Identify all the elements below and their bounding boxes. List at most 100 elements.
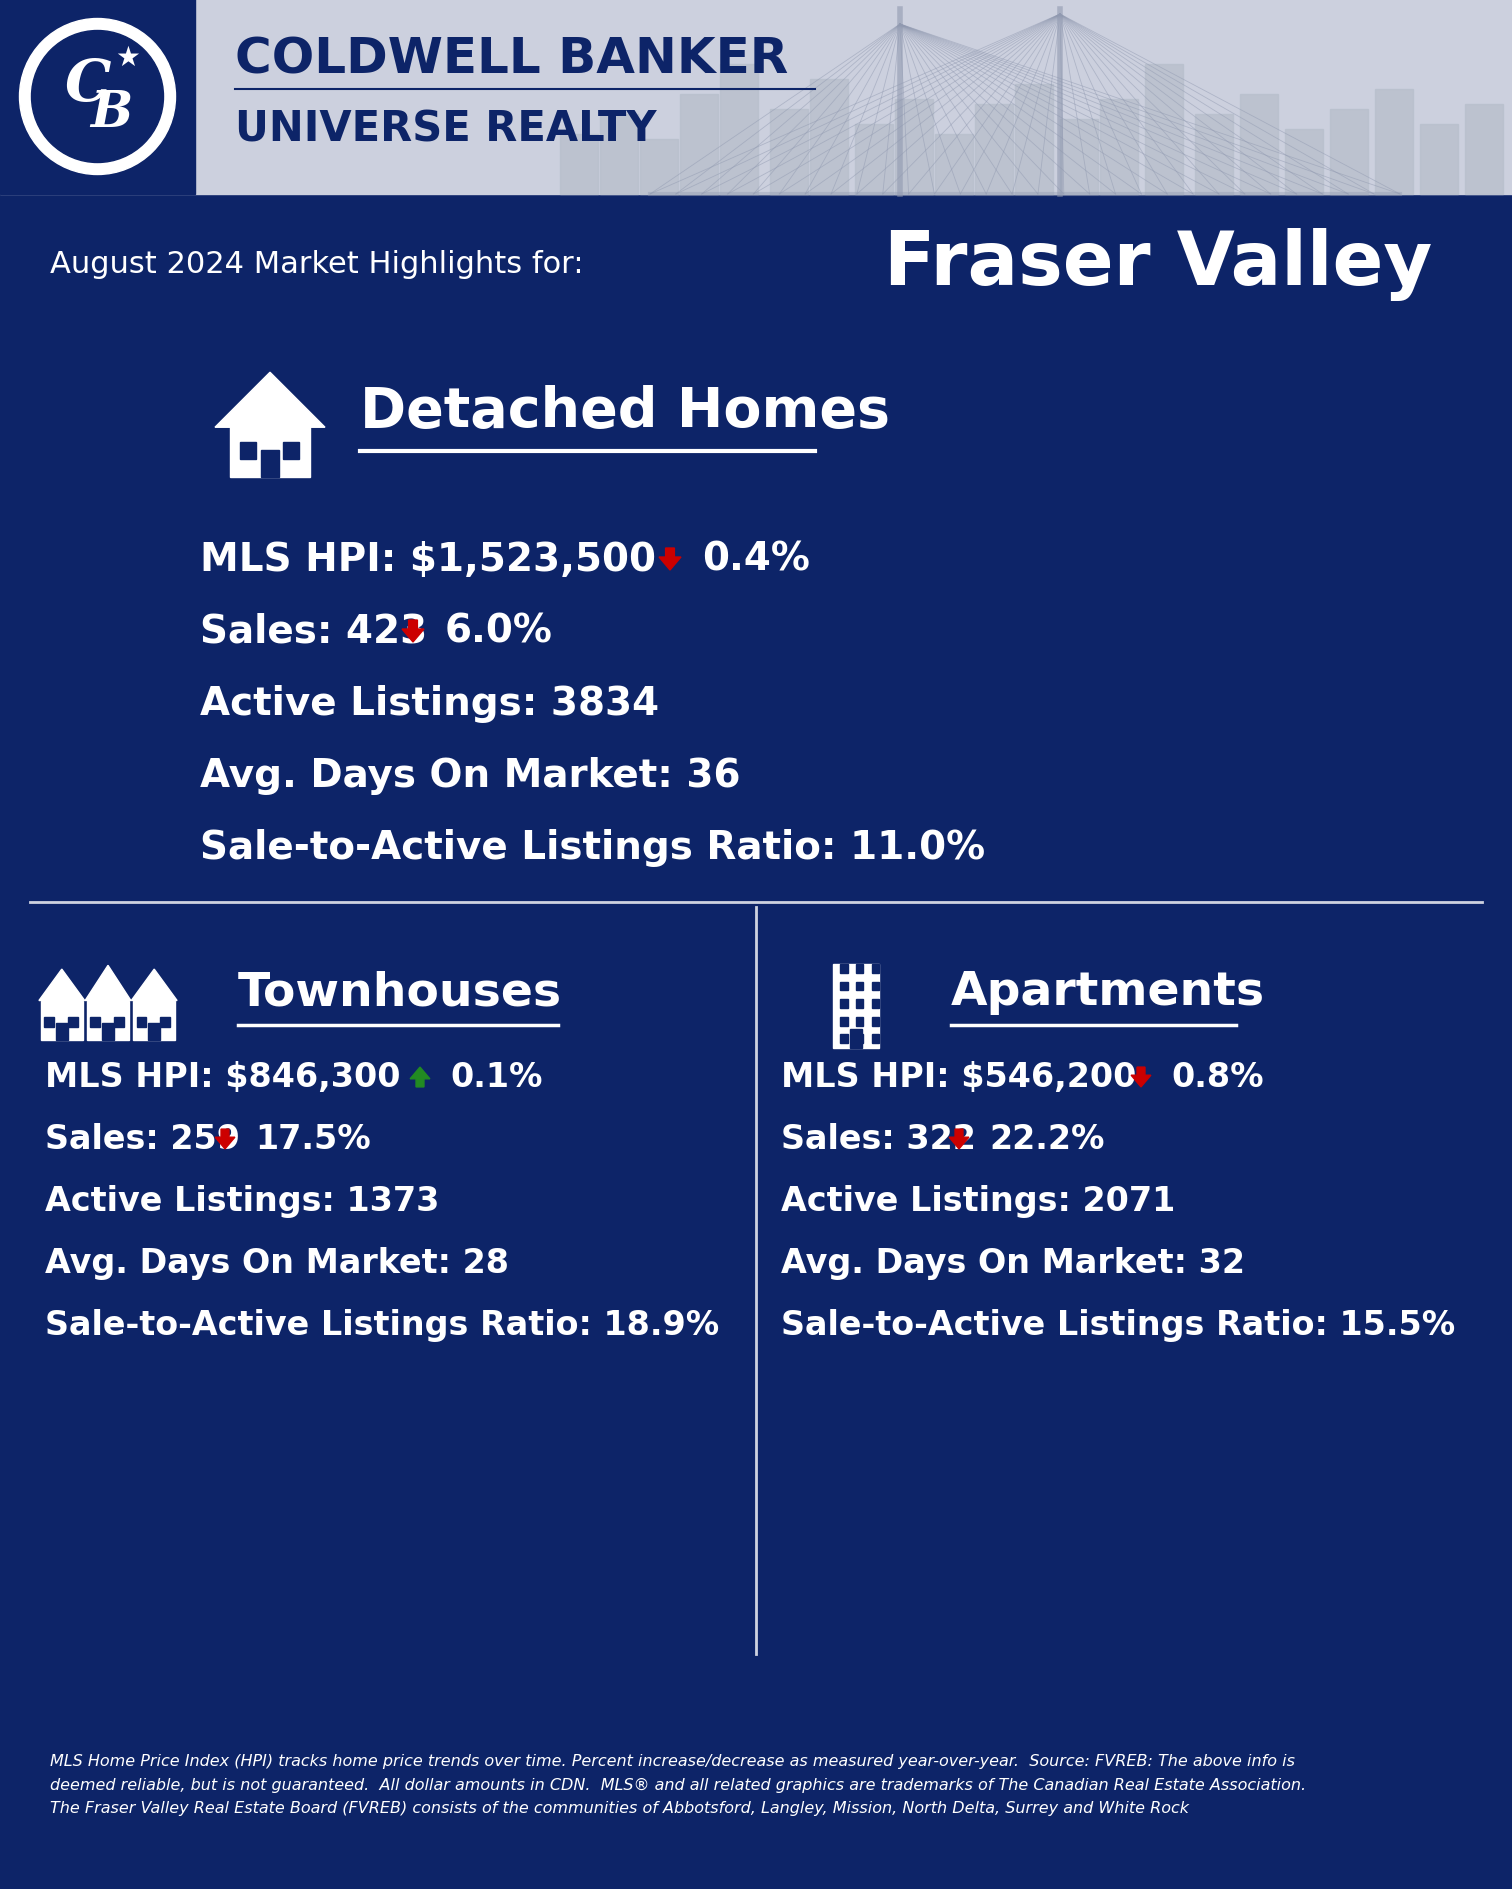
Bar (600, 115, 638, 195)
Bar (262, 451, 278, 478)
Bar (86, 1001, 129, 1041)
Text: Fraser Valley: Fraser Valley (883, 229, 1432, 302)
Bar (68, 1018, 77, 1028)
Text: Active Listings: 3834: Active Listings: 3834 (200, 684, 659, 723)
Text: Avg. Days On Market: 32: Avg. Days On Market: 32 (782, 1247, 1244, 1281)
Bar (856, 1018, 863, 1026)
Text: MLS HPI: $1,523,500: MLS HPI: $1,523,500 (200, 540, 656, 578)
Polygon shape (1131, 1067, 1151, 1088)
Bar (283, 442, 299, 459)
Bar (841, 1035, 848, 1043)
Bar (1465, 106, 1503, 195)
Bar (841, 999, 848, 1009)
Text: Detached Homes: Detached Homes (360, 385, 891, 438)
Text: Sales: 322: Sales: 322 (782, 1122, 975, 1156)
Bar (640, 140, 677, 195)
Bar (91, 1018, 100, 1028)
Bar (133, 1001, 175, 1041)
Bar (240, 442, 256, 459)
Text: Sales: 423: Sales: 423 (200, 612, 428, 650)
Bar (872, 1018, 880, 1026)
Bar (1420, 125, 1458, 195)
Text: B: B (91, 89, 133, 138)
Bar (103, 1024, 113, 1041)
Text: MLS HPI: $846,300: MLS HPI: $846,300 (45, 1062, 401, 1094)
Bar (0, 0, 195, 195)
Text: Sales: 259: Sales: 259 (45, 1122, 240, 1156)
Text: 6.0%: 6.0% (445, 612, 553, 650)
Polygon shape (85, 965, 132, 1001)
Text: MLS Home Price Index (HPI) tracks home price trends over time. Percent increase/: MLS Home Price Index (HPI) tracks home p… (50, 1753, 1306, 1815)
Bar (1060, 119, 1098, 195)
Polygon shape (402, 621, 423, 642)
Text: Sale-to-Active Listings Ratio: 11.0%: Sale-to-Active Listings Ratio: 11.0% (200, 829, 986, 867)
Bar (856, 982, 863, 992)
Bar (770, 110, 807, 195)
Bar (1194, 115, 1232, 195)
Bar (975, 106, 1013, 195)
Text: August 2024 Market Highlights for:: August 2024 Market Highlights for: (50, 251, 584, 280)
Polygon shape (39, 969, 85, 1001)
Bar (872, 1035, 880, 1043)
Bar (160, 1018, 169, 1028)
Polygon shape (410, 1067, 429, 1088)
Bar (872, 965, 880, 973)
Bar (854, 125, 894, 195)
Polygon shape (215, 1130, 234, 1149)
Text: Avg. Days On Market: 36: Avg. Days On Market: 36 (200, 757, 741, 795)
Bar (1240, 94, 1278, 195)
Bar (230, 429, 310, 478)
Bar (833, 965, 878, 1048)
Text: MLS HPI: $546,200: MLS HPI: $546,200 (782, 1062, 1137, 1094)
Text: UNIVERSE REALTY: UNIVERSE REALTY (234, 108, 656, 151)
Text: Sale-to-Active Listings Ratio: 15.5%: Sale-to-Active Listings Ratio: 15.5% (782, 1309, 1455, 1341)
Bar (856, 965, 863, 973)
Bar (841, 1018, 848, 1026)
Circle shape (32, 32, 163, 164)
Bar (1285, 130, 1323, 195)
Bar (720, 64, 758, 195)
Text: 0.1%: 0.1% (451, 1062, 543, 1094)
Text: Active Listings: 1373: Active Listings: 1373 (45, 1184, 440, 1218)
Bar (44, 1018, 54, 1028)
Bar (0, 0, 1512, 195)
Bar (810, 79, 848, 195)
Bar (1101, 100, 1139, 195)
Text: C: C (64, 57, 110, 113)
Text: 22.2%: 22.2% (989, 1122, 1104, 1156)
Polygon shape (659, 548, 680, 570)
Bar (1015, 85, 1052, 195)
Bar (559, 134, 599, 195)
Bar (1145, 64, 1182, 195)
Text: Avg. Days On Market: 28: Avg. Days On Market: 28 (45, 1247, 510, 1281)
Bar (856, 999, 863, 1009)
Text: 0.4%: 0.4% (702, 540, 810, 578)
Text: Active Listings: 2071: Active Listings: 2071 (782, 1184, 1175, 1218)
Bar (136, 1018, 147, 1028)
Bar (872, 999, 880, 1009)
Text: Apartments: Apartments (951, 969, 1266, 1014)
Text: 0.8%: 0.8% (1170, 1062, 1264, 1094)
Bar (115, 1018, 124, 1028)
Text: Sale-to-Active Listings Ratio: 18.9%: Sale-to-Active Listings Ratio: 18.9% (45, 1309, 720, 1341)
Text: ★: ★ (115, 43, 141, 72)
Bar (41, 1001, 83, 1041)
Polygon shape (132, 969, 177, 1001)
Bar (934, 134, 974, 195)
Polygon shape (215, 372, 325, 429)
Text: Townhouses: Townhouses (237, 969, 562, 1014)
Bar (56, 1024, 68, 1041)
Bar (856, 1035, 863, 1043)
Circle shape (20, 19, 175, 176)
Bar (1331, 110, 1368, 195)
Text: 17.5%: 17.5% (256, 1122, 370, 1156)
Bar (1374, 91, 1414, 195)
Text: COLDWELL BANKER: COLDWELL BANKER (234, 36, 788, 83)
Bar (841, 982, 848, 992)
Bar (841, 965, 848, 973)
Bar (680, 94, 718, 195)
Bar (872, 982, 880, 992)
Bar (895, 100, 933, 195)
Bar (148, 1024, 160, 1041)
Polygon shape (950, 1130, 969, 1149)
